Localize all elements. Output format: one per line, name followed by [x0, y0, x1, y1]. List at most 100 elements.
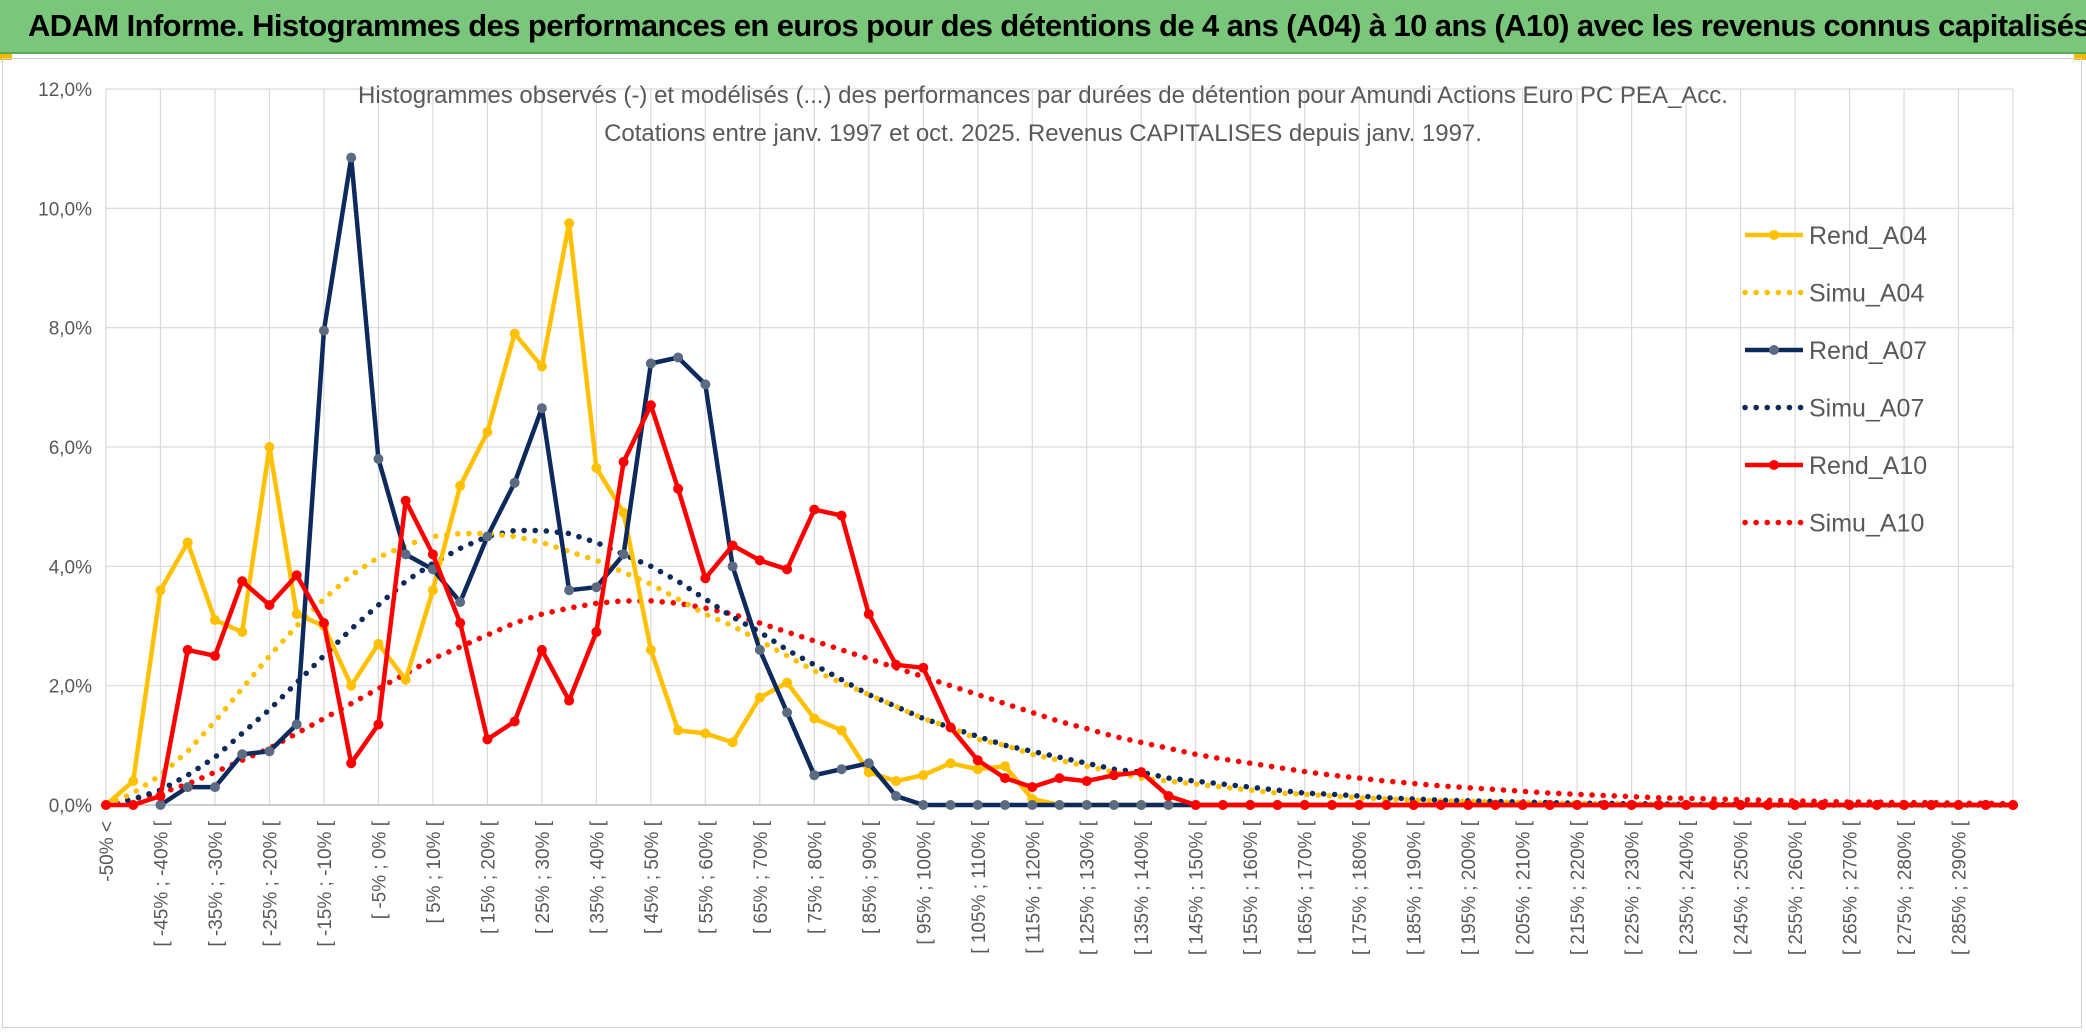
data-point: [1081, 776, 1092, 787]
data-point: [1735, 800, 1746, 810]
data-point: [1354, 800, 1365, 810]
x-tick-label: [ 135% ; 140% [: [1132, 820, 1153, 955]
data-point: [727, 737, 738, 748]
y-tick-label: 6,0%: [49, 438, 92, 459]
data-point: [237, 576, 248, 587]
data-point: [346, 758, 357, 769]
y-axis: 0,0% 2,0% 4,0% 6,0% 8,0% 10,0% 12,0%: [38, 80, 92, 817]
x-tick-label: [ 55% ; 60% [: [696, 820, 717, 934]
data-point: [1299, 800, 1310, 810]
legend-label: Rend_A04: [1809, 222, 1927, 250]
data-point: [455, 597, 466, 608]
data-point: [1681, 800, 1692, 810]
series-line: [106, 402, 2013, 808]
data-point: [836, 764, 847, 775]
x-tick-label: [ 265% ; 270% [: [1841, 820, 1862, 955]
data-point: [1599, 800, 1610, 810]
data-point: [809, 713, 820, 724]
y-tick-label: 0,0%: [49, 796, 92, 817]
data-point: [264, 600, 275, 611]
series-rend-a10: [101, 400, 2018, 810]
data-point: [700, 379, 711, 390]
data-point: [1980, 800, 1991, 810]
data-point: [1708, 800, 1719, 810]
data-point: [400, 549, 411, 560]
data-point: [1272, 800, 1283, 810]
data-point: [727, 561, 738, 572]
series-line: [103, 527, 2016, 808]
data-point: [836, 725, 847, 736]
data-point: [182, 782, 193, 793]
x-tick-label: [ 275% ; 280% [: [1895, 820, 1916, 955]
chart-area: 0,0% 2,0% 4,0% 6,0% 8,0% 10,0% 12,0% -50% < [ -…: [2, 58, 2082, 1028]
corner-mark-right: [2074, 54, 2086, 60]
x-tick-label: [ 5% ; 10% [: [424, 820, 445, 923]
data-point: [509, 716, 520, 727]
data-point: [700, 573, 711, 584]
x-tick-label: [ -15% ; -10% [: [315, 820, 336, 946]
x-tick-label: [ 235% ; 240% [: [1677, 820, 1698, 955]
data-point: [564, 218, 575, 229]
data-point: [155, 800, 166, 810]
data-point: [482, 427, 493, 438]
data-point: [318, 325, 329, 336]
legend-label: Rend_A07: [1809, 337, 1927, 365]
data-point: [209, 782, 220, 793]
x-tick-label: [ -25% ; -20% [: [260, 820, 281, 946]
x-tick-label: [ 75% ; 80% [: [805, 820, 826, 934]
data-point: [1081, 800, 1092, 810]
data-point: [1054, 800, 1065, 810]
data-point: [237, 626, 248, 637]
data-point: [1000, 761, 1011, 772]
legend: Rend_A04 Simu_A04 Rend_A07 Simu_A07 Rend_A10…: [1742, 222, 1927, 538]
x-tick-label: [ 195% ; 200% [: [1459, 820, 1480, 955]
histogram-chart: 0,0% 2,0% 4,0% 6,0% 8,0% 10,0% 12,0% -50% < [ -…: [38, 80, 2018, 955]
data-point: [291, 570, 302, 581]
y-tick-label: 4,0%: [49, 557, 92, 578]
data-point: [618, 507, 629, 518]
x-tick-label: -50% <: [97, 821, 118, 882]
data-point: [455, 480, 466, 491]
data-point: [1381, 800, 1392, 810]
data-point: [1027, 782, 1038, 793]
data-point: [754, 644, 765, 655]
x-tick-label: [ 25% ; 30% [: [533, 820, 554, 934]
data-point: [1408, 800, 1419, 810]
x-tick-label: [ 285% ; 290% [: [1950, 820, 1971, 955]
data-point: [782, 564, 793, 575]
x-tick-label: [ 225% ; 230% [: [1623, 820, 1644, 955]
data-point: [1517, 800, 1528, 810]
data-point: [891, 791, 902, 802]
data-point: [945, 722, 956, 733]
data-point: [455, 618, 466, 629]
x-tick-label: [ 205% ; 210% [: [1514, 820, 1535, 955]
data-point: [645, 358, 656, 369]
data-point: [700, 728, 711, 739]
data-point: [1953, 800, 1964, 810]
chart-subtitle: Cotations entre janv. 1997 et oct. 2025.…: [604, 120, 1482, 147]
y-tick-label: 10,0%: [38, 199, 92, 220]
data-point: [373, 719, 384, 730]
data-point: [101, 800, 111, 810]
data-point: [291, 609, 302, 620]
data-point: [509, 477, 520, 488]
legend-item-simu-a10: Simu_A10: [1742, 510, 1924, 538]
data-point: [891, 776, 902, 787]
data-point: [972, 755, 983, 766]
x-tick-label: [ 105% ; 110% [: [969, 820, 990, 953]
series-simu-a07: [103, 527, 2016, 808]
data-point: [1490, 800, 1501, 810]
legend-item-simu-a07: Simu_A07: [1742, 395, 1924, 423]
data-point: [972, 800, 983, 810]
data-point: [482, 531, 493, 542]
data-point: [673, 483, 684, 494]
legend-item-rend-a07: Rend_A07: [1745, 337, 1927, 365]
data-point: [673, 352, 684, 363]
data-point: [400, 674, 411, 685]
data-point: [373, 453, 384, 464]
data-point: [1163, 791, 1174, 802]
x-tick-label: [ 45% ; 50% [: [642, 820, 663, 934]
data-point: [536, 403, 547, 414]
x-tick-label: [ 185% ; 190% [: [1405, 820, 1426, 955]
data-point: [1626, 800, 1637, 810]
